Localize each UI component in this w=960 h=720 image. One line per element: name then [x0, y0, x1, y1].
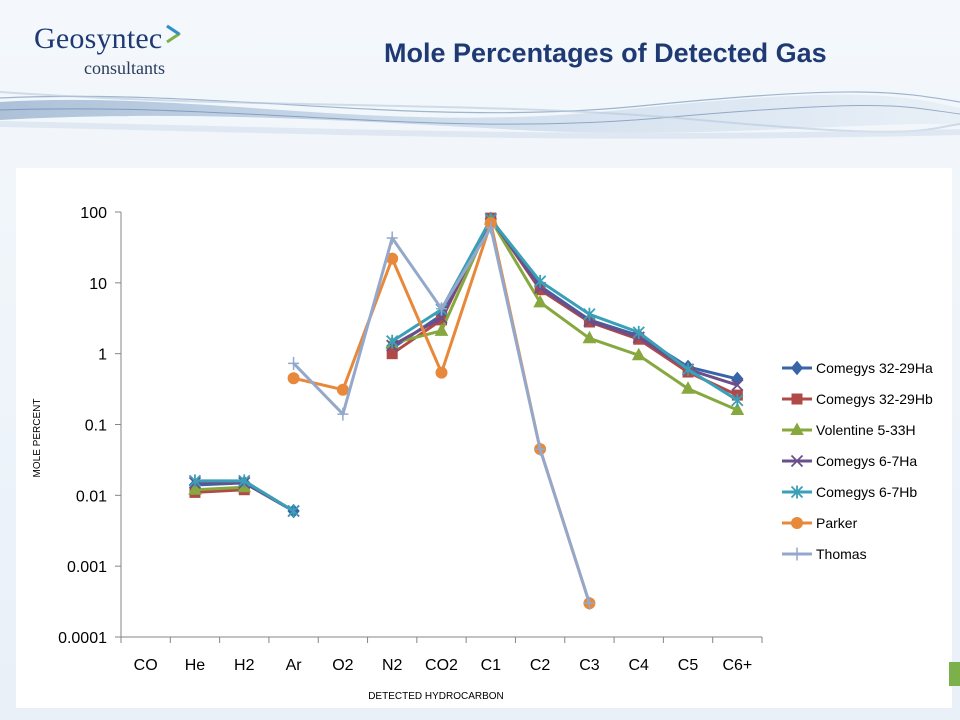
legend-label: Thomas — [816, 546, 867, 562]
data-point — [731, 393, 744, 407]
y-tick-label: 100 — [80, 205, 107, 222]
series-line — [293, 221, 591, 604]
side-accent-bar — [949, 662, 960, 686]
x-axis-label: DETECTED HYDROCARBON — [368, 691, 504, 702]
data-point — [582, 330, 597, 344]
x-tick-label: C4 — [629, 657, 650, 674]
data-point — [436, 302, 447, 316]
series-comegys-32-29ha — [188, 211, 744, 519]
company-logo: Geosyntec consultants — [34, 22, 181, 78]
series-parker — [287, 216, 596, 610]
series-comegys-6-7ha — [188, 212, 744, 518]
chart-legend: Comegys 32-29Ha Comegys 32-29Hb Volentine … — [782, 360, 933, 562]
slide-title: Mole Percentages of Detected Gas — [384, 38, 827, 68]
series-line — [194, 218, 738, 492]
logo-subtitle: consultants — [84, 58, 165, 78]
y-axis-label: MOLE PERCENT — [32, 399, 43, 478]
data-point — [533, 274, 547, 288]
logo-wordmark: Geosyntec — [34, 22, 163, 55]
x-tick-label: C5 — [678, 657, 699, 674]
x-tick-label: C2 — [530, 657, 551, 674]
y-tick-label: 1 — [98, 347, 107, 364]
legend-marker — [790, 360, 804, 376]
data-point — [730, 402, 745, 416]
data-point — [533, 294, 547, 308]
data-point — [188, 474, 202, 488]
data-point — [632, 325, 645, 339]
data-point — [288, 356, 300, 370]
data-point — [287, 504, 300, 518]
legend-entry: Thomas — [782, 546, 867, 562]
data-point — [681, 381, 695, 394]
data-point — [435, 366, 448, 379]
data-point — [238, 474, 251, 488]
legend-entry: Comegys 6-7Hb — [782, 484, 917, 500]
x-tick-label: CO — [134, 657, 158, 674]
x-tick-label: CO2 — [425, 657, 458, 674]
x-tick-label: He — [185, 657, 206, 674]
legend-marker — [791, 547, 803, 561]
data-point — [287, 372, 300, 385]
legend-label: Comegys 32-29Hb — [816, 391, 933, 407]
legend-label: Comegys 32-29Ha — [816, 360, 933, 376]
header-swoosh-decoration — [0, 91, 960, 139]
y-tick-label: 0.0001 — [58, 630, 107, 647]
legend-label: Volentine 5-33H — [816, 422, 916, 438]
legend-entry: Comegys 6-7Ha — [782, 453, 917, 469]
data-point — [583, 307, 596, 321]
data-point — [731, 378, 744, 392]
legend-marker — [790, 454, 804, 468]
data-point — [386, 334, 399, 348]
legend-entry: Comegys 32-29Ha — [782, 360, 933, 376]
legend-label: Comegys 6-7Hb — [816, 484, 917, 500]
legend-marker — [790, 422, 804, 435]
x-tick-label: H2 — [234, 657, 255, 674]
y-tick-label: 0.1 — [85, 418, 107, 435]
data-point — [337, 407, 349, 421]
series-volentine-5-33h — [188, 212, 745, 495]
data-point — [485, 221, 497, 235]
x-tick-label: C3 — [579, 657, 600, 674]
x-tick-label: O2 — [332, 657, 353, 674]
legend-entry: Volentine 5-33H — [782, 422, 916, 438]
data-point — [534, 442, 546, 456]
x-tick-label: Ar — [286, 657, 303, 674]
data-point — [681, 362, 695, 376]
data-point — [386, 231, 398, 245]
data-point — [188, 482, 202, 495]
series-line — [194, 216, 738, 494]
y-tick-label: 0.001 — [67, 559, 107, 576]
legend-entry: Comegys 32-29Hb — [782, 391, 933, 407]
data-point — [631, 347, 646, 361]
logo-arrow-icon — [166, 24, 181, 44]
x-tick-label: C6+ — [722, 657, 752, 674]
series-comegys-6-7hb — [188, 212, 744, 518]
legend-marker — [790, 485, 804, 499]
x-tick-label: C1 — [481, 657, 502, 674]
y-tick-label: 0.01 — [76, 488, 107, 505]
data-point — [583, 596, 595, 610]
x-tick-label: N2 — [382, 657, 403, 674]
data-point — [434, 323, 449, 336]
data-point — [386, 348, 398, 360]
legend-label: Parker — [816, 515, 858, 531]
y-tick-label: 10 — [89, 276, 107, 293]
legend-marker — [791, 393, 803, 405]
chart-panel: 0.0001 0.001 0.01 0.1 1 10 100 CO He H2 Ar O2 N2 CO2 C… — [16, 168, 952, 708]
legend-marker — [791, 517, 803, 529]
mole-percent-chart: 0.0001 0.001 0.01 0.1 1 10 100 CO He H2 Ar O2 N2 CO2 C… — [32, 205, 933, 702]
legend-label: Comegys 6-7Ha — [816, 453, 917, 469]
series-thomas — [288, 221, 595, 610]
legend-entry: Parker — [782, 515, 858, 531]
series-comegys-32-29hb — [189, 212, 743, 498]
data-point — [336, 383, 349, 396]
